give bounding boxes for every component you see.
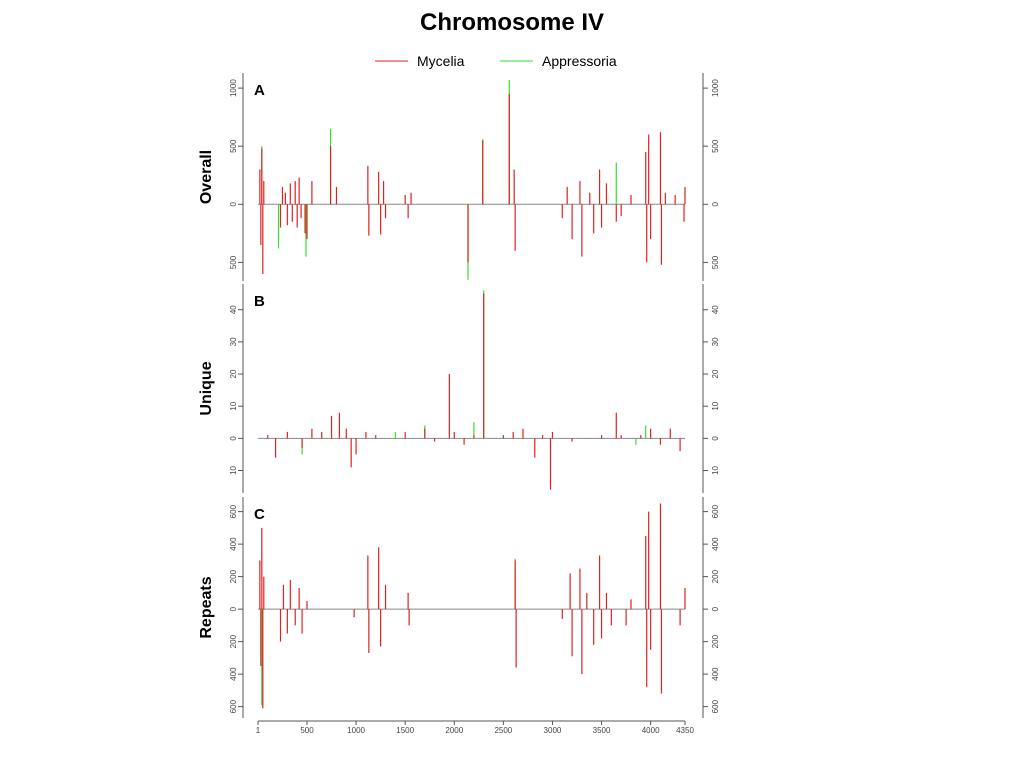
panel-label: A	[254, 82, 265, 99]
y-tick-label: 0	[711, 202, 720, 207]
y-tick-label: 0	[711, 606, 720, 611]
y-tick-label: 1000	[229, 79, 238, 97]
y-tick-label: 200	[229, 569, 238, 583]
y-tick-label: 600	[229, 699, 238, 713]
y-tick-label: 500	[229, 139, 238, 153]
y-tick-label: 10	[711, 401, 720, 410]
x-tick-label: 2000	[445, 726, 463, 735]
x-tick-label: 500	[300, 726, 314, 735]
y-tick-label: 400	[711, 667, 720, 681]
y-tick-label: 200	[711, 569, 720, 583]
y-axis-label: Repeats	[198, 576, 215, 638]
y-tick-label: 10	[229, 401, 238, 410]
legend-label: Appressoria	[542, 53, 617, 69]
y-tick-label: 400	[229, 667, 238, 681]
y-tick-label: 1000	[711, 79, 720, 97]
x-tick-label: 4000	[642, 726, 660, 735]
y-tick-label: 0	[229, 202, 238, 207]
x-tick-label: 1	[256, 726, 261, 735]
y-tick-label: 500	[229, 255, 238, 269]
x-tick-label: 3000	[544, 726, 562, 735]
x-tick-label: 1000	[347, 726, 365, 735]
legend-label: Mycelia	[417, 53, 465, 69]
y-tick-label: 200	[711, 634, 720, 648]
y-tick-label: 500	[711, 255, 720, 269]
y-tick-label: 0	[711, 436, 720, 441]
panel-label: C	[254, 506, 265, 523]
x-tick-label: 1500	[396, 726, 414, 735]
y-tick-label: 30	[711, 337, 720, 346]
y-tick-label: 0	[229, 606, 238, 611]
y-tick-label: 400	[229, 537, 238, 551]
y-tick-label: 10	[229, 465, 238, 474]
y-tick-label: 0	[229, 436, 238, 441]
y-tick-label: 20	[229, 369, 238, 378]
x-tick-label: 3500	[593, 726, 611, 735]
y-tick-label: 20	[711, 369, 720, 378]
panel-label: B	[254, 293, 265, 310]
y-tick-label: 200	[229, 634, 238, 648]
y-axis-label: Overall	[198, 150, 215, 204]
y-tick-label: 600	[711, 699, 720, 713]
y-tick-label: 40	[229, 305, 238, 314]
y-tick-label: 10	[711, 465, 720, 474]
y-tick-label: 600	[711, 504, 720, 518]
y-tick-label: 500	[711, 139, 720, 153]
y-axis-label: Unique	[198, 361, 215, 415]
x-tick-label: 2500	[494, 726, 512, 735]
y-tick-label: 30	[229, 337, 238, 346]
y-tick-label: 40	[711, 305, 720, 314]
y-tick-label: 400	[711, 537, 720, 551]
x-tick-label: 4350	[676, 726, 694, 735]
chart-title: Chromosome IV	[420, 9, 604, 36]
y-tick-label: 600	[229, 504, 238, 518]
